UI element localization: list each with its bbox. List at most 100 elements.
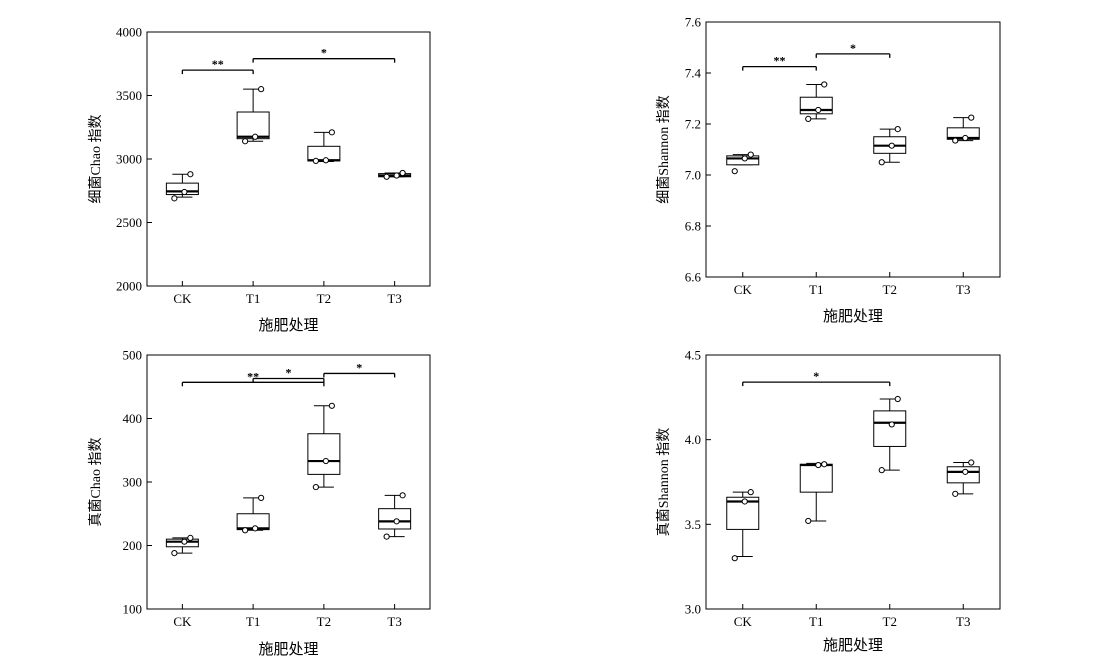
significance-bracket: * [323, 360, 396, 378]
data-point [821, 461, 828, 468]
y-tick-label: 4.5 [685, 348, 701, 363]
significance-bracket: * [742, 369, 891, 387]
x-tick-label: T2 [317, 291, 331, 306]
box-iqr [873, 410, 907, 447]
data-point [888, 421, 895, 428]
data-point [171, 195, 178, 202]
data-point [187, 171, 194, 178]
data-point [888, 142, 895, 149]
x-tick-label: T1 [809, 282, 823, 297]
significance-bracket: * [815, 41, 891, 58]
significance-label: ** [774, 54, 786, 68]
box-iqr [236, 111, 270, 140]
box-t2 [873, 395, 907, 474]
plot-frame [705, 354, 1001, 610]
box-t1 [236, 86, 270, 145]
data-point [968, 114, 975, 121]
data-point [252, 525, 259, 532]
x-tick-label: T3 [956, 614, 970, 629]
data-point [731, 555, 738, 562]
y-tick-label: 300 [123, 475, 143, 490]
data-point [171, 550, 178, 557]
data-point [393, 518, 400, 525]
y-tick-label: 3000 [116, 152, 142, 167]
x-axis-label: 施肥处理 [823, 637, 883, 654]
y-tick-label: 4000 [116, 25, 142, 40]
x-tick-label: T3 [387, 291, 401, 306]
x-tick-label: T1 [246, 291, 260, 306]
y-axis-label: 细菌Chao 指数 [88, 114, 104, 203]
data-point [393, 172, 400, 179]
significance-label: * [850, 41, 856, 55]
x-axis-label: 施肥处理 [823, 308, 883, 325]
chart-panel-fungi-shannon: 3.0 3.5 4.0 4.5 CK T1 T2 T3 施肥处理 真菌Shannon 指数 * [656, 348, 1001, 654]
x-tick-label: T2 [317, 614, 331, 629]
data-point [815, 106, 822, 114]
box-t3 [946, 114, 980, 144]
data-point [878, 159, 885, 166]
data-point [258, 494, 265, 501]
box-t2 [307, 129, 341, 165]
box-iqr [946, 466, 980, 484]
box-t3 [946, 459, 980, 497]
x-tick-label: T3 [387, 614, 401, 629]
data-point [805, 115, 812, 123]
data-point [962, 468, 969, 475]
x-tick-label: T1 [246, 614, 260, 629]
box-t2 [873, 126, 907, 166]
y-tick-label: 3.0 [685, 602, 701, 617]
x-tick-label: CK [734, 614, 753, 629]
significance-bracket: ** [181, 369, 325, 387]
data-point [328, 129, 335, 136]
y-tick-label: 100 [123, 602, 143, 617]
data-point [952, 490, 959, 497]
data-point [399, 492, 406, 499]
data-point [252, 133, 259, 140]
y-tick-label: 7.4 [685, 66, 702, 81]
chart-panel-bacteria-shannon: 6.6 6.8 7.0 7.2 7.4 7.6 CK T1 T2 T3 施肥处理 细菌Shannon … [656, 15, 1001, 325]
box-iqr [165, 182, 199, 196]
box-t2 [307, 402, 341, 491]
data-point [399, 169, 406, 177]
x-tick-label: CK [173, 291, 192, 306]
data-point [242, 138, 249, 145]
chart-panel-bacteria-chao: 2000 2500 3000 3500 4000 CK T1 T2 T3 施肥处理 细菌Chao 指… [88, 25, 431, 334]
x-tick-label: CK [173, 614, 192, 629]
significance-label: * [286, 365, 292, 379]
plot-frame [705, 21, 1001, 278]
significance-bracket: * [252, 365, 325, 383]
x-tick-label: T2 [883, 282, 897, 297]
y-tick-label: 500 [123, 348, 143, 363]
box-t1 [236, 494, 270, 534]
x-tick-label: T2 [883, 614, 897, 629]
box-ck [165, 171, 199, 202]
x-tick-label: CK [734, 282, 753, 297]
data-point [181, 188, 188, 196]
data-point [328, 402, 335, 409]
y-axis-label: 真菌Shannon 指数 [656, 428, 672, 537]
data-point [731, 168, 738, 175]
box-ck [726, 489, 760, 562]
x-axis-label: 施肥处理 [258, 317, 318, 334]
y-tick-label: 4.0 [685, 432, 701, 447]
box-t1 [799, 461, 833, 525]
x-tick-label: T3 [956, 282, 970, 297]
y-tick-label: 3.5 [685, 517, 701, 532]
data-point [187, 534, 194, 541]
data-point [878, 467, 885, 474]
box-ck [726, 151, 760, 175]
y-tick-label: 200 [123, 538, 143, 553]
box-t1 [799, 81, 833, 123]
significance-bracket: * [252, 46, 396, 63]
data-point [741, 498, 748, 505]
box-t3 [378, 169, 412, 180]
data-point [312, 483, 319, 491]
data-point [312, 157, 319, 165]
data-point [968, 459, 975, 466]
y-tick-label: 7.2 [685, 117, 701, 132]
box-ck [165, 534, 199, 557]
significance-label: ** [247, 369, 259, 383]
y-tick-label: 2000 [116, 279, 142, 294]
y-tick-label: 6.6 [685, 270, 702, 285]
